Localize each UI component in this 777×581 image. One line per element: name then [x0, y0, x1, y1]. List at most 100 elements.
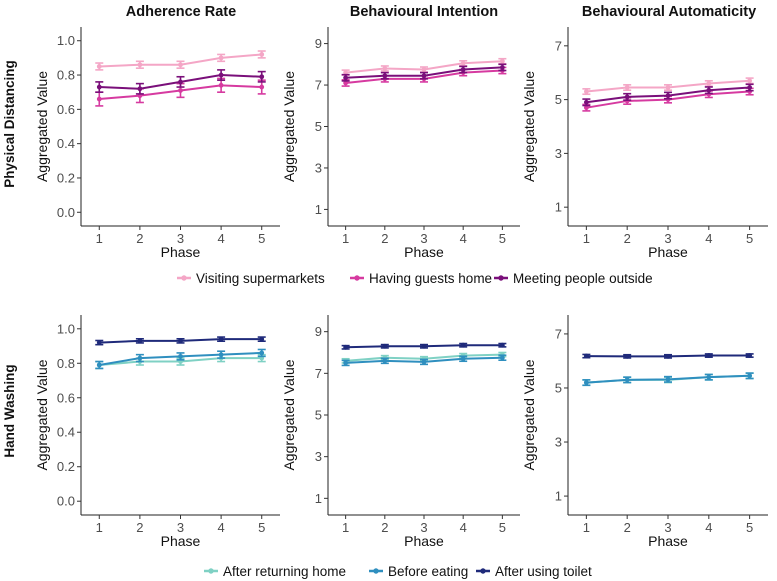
x-tick-label: 3 [664, 231, 671, 246]
legend-label-having-guests-home: Having guests home [369, 271, 492, 286]
panel-handwashing-intention: 1 3 5 7 9 1 2 3 4 5 Phase Aggregated Value [281, 315, 520, 549]
panels-layer: 0.0 0.2 0.4 0.6 0.8 1.0 1 2 3 4 5 Phase Aggregated V… [34, 27, 768, 549]
data-point [343, 75, 349, 81]
y-axis-title: Aggregated Value [521, 359, 537, 470]
y-tick-label: 5 [315, 119, 322, 134]
data-point [499, 355, 505, 361]
data-point [96, 340, 102, 345]
y-tick-label: 7 [555, 38, 562, 53]
y-axis-title: Aggregated Value [521, 71, 537, 182]
x-tick-label: 2 [381, 231, 388, 246]
legend-marker-meeting-people-outside [498, 275, 504, 281]
panel-physical-automaticity: 1 3 5 7 1 2 3 4 5 Phase Aggregated Value [521, 27, 768, 260]
y-axis-title: Aggregated Value [281, 359, 297, 470]
data-point [137, 62, 143, 68]
series-meeting-people-outside [341, 63, 507, 82]
series-visiting-supermarkets [95, 50, 266, 71]
y-tick-label: 0.0 [57, 205, 75, 220]
x-tick-label: 4 [705, 520, 712, 535]
data-point [499, 58, 505, 64]
x-tick-label: 2 [381, 520, 388, 535]
data-point [343, 360, 349, 366]
x-tick-label: 3 [177, 231, 184, 246]
data-point [421, 73, 427, 79]
series-before-eating [341, 354, 507, 367]
y-tick-label: 7 [555, 326, 562, 341]
data-point [178, 62, 183, 68]
x-tick-label: 1 [583, 231, 590, 246]
y-tick-label: 0.4 [57, 425, 75, 440]
data-point [382, 73, 388, 79]
data-point [218, 82, 224, 88]
data-point [583, 99, 589, 105]
x-tick-label: 5 [499, 231, 506, 246]
data-point [747, 373, 753, 379]
legend-marker-having-guests-home [354, 275, 360, 281]
legend-hand-washing: After returning home Before eating After… [204, 564, 592, 579]
panel-physical-intention: 1 3 5 7 9 1 2 3 4 5 Phase Aggregated Value [281, 27, 520, 260]
x-tick-label: 5 [746, 520, 753, 535]
y-tick-label: 0.6 [57, 390, 75, 405]
y-tick-label: 5 [555, 92, 562, 107]
y-tick-label: 0.8 [57, 356, 75, 371]
x-tick-label: 5 [258, 231, 265, 246]
data-point [460, 356, 466, 362]
data-point [706, 87, 712, 93]
y-tick-label: 7 [315, 78, 322, 93]
legend-marker-visiting-supermarkets [181, 275, 187, 281]
data-point [624, 85, 630, 90]
data-point [259, 336, 265, 342]
y-axis-title: Aggregated Value [34, 359, 50, 470]
y-tick-label: 0.2 [57, 459, 75, 474]
series-meeting-people-outside [95, 69, 266, 95]
data-point [96, 84, 102, 90]
y-tick-label: 0.6 [57, 102, 75, 117]
data-point [706, 374, 712, 380]
x-tick-label: 4 [460, 520, 467, 535]
x-tick-label: 1 [342, 231, 349, 246]
y-tick-label: 5 [315, 408, 322, 423]
data-point [747, 353, 753, 358]
data-point [706, 81, 712, 86]
legend-label-meeting-people-outside: Meeting people outside [513, 271, 653, 286]
x-tick-label: 5 [499, 520, 506, 535]
data-point [665, 376, 671, 382]
y-tick-label: 3 [315, 449, 322, 464]
data-point [178, 338, 183, 344]
data-point [706, 353, 712, 358]
x-tick-label: 3 [664, 520, 671, 535]
data-point [460, 67, 466, 72]
y-tick-label: 1.0 [57, 33, 75, 48]
legend-marker-after-using-toilet [480, 568, 486, 574]
data-point [382, 343, 388, 349]
x-axis-title: Phase [404, 244, 444, 260]
x-axis-title: Phase [161, 533, 201, 549]
row-title-physical-distancing: Physical Distancing [2, 60, 17, 188]
data-point [382, 66, 388, 71]
x-tick-label: 4 [705, 231, 712, 246]
x-axis-title: Phase [404, 533, 444, 549]
y-tick-label: 1.0 [57, 321, 75, 336]
data-point [343, 70, 349, 76]
legend-label-before-eating: Before eating [388, 564, 468, 579]
data-point [137, 86, 143, 92]
data-point [421, 359, 427, 365]
x-tick-label: 2 [624, 231, 631, 246]
x-tick-label: 1 [96, 231, 103, 246]
data-point [624, 353, 630, 359]
x-tick-label: 2 [136, 520, 143, 535]
x-tick-label: 4 [217, 520, 224, 535]
series-after-using-toilet [341, 342, 507, 350]
x-tick-label: 3 [420, 231, 427, 246]
data-point [499, 342, 505, 348]
panel-physical-adherence: 0.0 0.2 0.4 0.6 0.8 1.0 1 2 3 4 5 Phase Aggregated V… [34, 27, 280, 260]
panel-handwashing-automaticity: 1 3 5 7 1 2 3 4 5 Phase Aggregated Value [521, 315, 768, 549]
y-axis-title: Aggregated Value [34, 71, 50, 182]
x-tick-label: 3 [177, 520, 184, 535]
data-point [96, 64, 102, 69]
data-point [499, 65, 505, 70]
x-tick-label: 1 [96, 520, 103, 535]
series-before-eating [582, 372, 754, 387]
x-tick-label: 2 [136, 231, 143, 246]
